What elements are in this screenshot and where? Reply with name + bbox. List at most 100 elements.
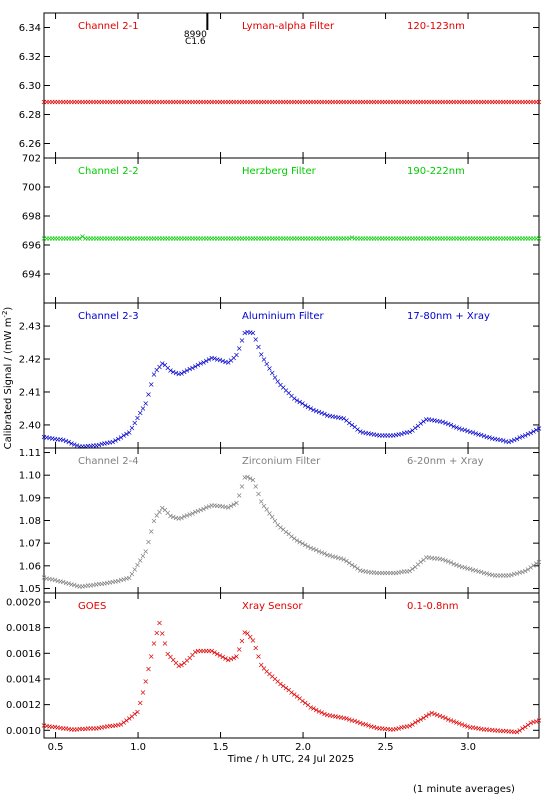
- data-point-2-173: ×: [516, 234, 523, 243]
- data-point-5-53: ×: [186, 653, 193, 662]
- data-point-4-77: ×: [252, 482, 259, 491]
- y-tick-label-1-2: 6.30: [19, 81, 41, 92]
- data-point-4-127: ×: [390, 569, 397, 578]
- data-point-4-174: ×: [519, 567, 526, 576]
- data-point-1-43: ×: [159, 97, 166, 106]
- data-point-5-9: ×: [65, 725, 72, 734]
- data-point-4-161: ×: [483, 569, 490, 578]
- data-point-5-138: ×: [420, 713, 427, 722]
- data-point-2-27: ×: [115, 234, 122, 243]
- y-tick-label-2-3: 700: [22, 183, 41, 194]
- data-point-3-15: ×: [82, 442, 89, 451]
- data-point-3-150: ×: [453, 423, 460, 432]
- data-point-2-92: ×: [294, 234, 301, 243]
- data-point-5-65: ×: [219, 652, 226, 661]
- data-point-1-39: ×: [148, 97, 155, 106]
- data-point-5-66: ×: [222, 654, 229, 663]
- data-point-5-77: ×: [252, 643, 259, 652]
- data-point-5-99: ×: [313, 706, 320, 715]
- data-point-2-88: ×: [283, 234, 290, 243]
- data-point-3-153: ×: [461, 426, 468, 435]
- data-point-5-12: ×: [74, 725, 81, 734]
- data-point-1-178: ×: [530, 97, 537, 106]
- data-point-1-131: ×: [401, 97, 408, 106]
- data-point-5-79: ×: [258, 660, 265, 669]
- data-point-1-60: ×: [206, 97, 213, 106]
- panel-frame-5: [43, 592, 540, 739]
- data-point-4-28: ×: [118, 576, 125, 585]
- data-point-3-38: ×: [145, 390, 152, 399]
- data-point-3-91: ×: [291, 394, 298, 403]
- footnote: (1 minute averages): [413, 784, 515, 795]
- data-point-5-11: ×: [71, 725, 78, 734]
- data-point-5-86: ×: [277, 679, 284, 688]
- data-point-5-123: ×: [379, 724, 386, 733]
- data-point-2-11: ×: [71, 234, 78, 243]
- data-point-2-158: ×: [475, 234, 482, 243]
- data-point-4-110: ×: [343, 557, 350, 566]
- data-point-3-145: ×: [439, 418, 446, 427]
- data-point-3-22: ×: [101, 439, 108, 448]
- data-point-4-103: ×: [324, 550, 331, 559]
- data-point-1-118: ×: [365, 97, 372, 106]
- data-point-4-104: ×: [327, 551, 334, 560]
- data-point-1-175: ×: [522, 97, 529, 106]
- data-point-1-174: ×: [519, 97, 526, 106]
- data-point-5-165: ×: [494, 726, 501, 735]
- data-point-3-142: ×: [431, 416, 438, 425]
- data-point-4-108: ×: [338, 554, 345, 563]
- data-point-2-35: ×: [137, 234, 144, 243]
- data-point-3-30: ×: [123, 430, 130, 439]
- data-point-1-163: ×: [489, 97, 496, 106]
- data-point-3-34: ×: [134, 414, 141, 423]
- data-point-2-79: ×: [258, 234, 265, 243]
- data-point-3-156: ×: [470, 428, 477, 437]
- data-point-2-167: ×: [500, 234, 507, 243]
- data-point-5-170: ×: [508, 727, 515, 736]
- data-point-1-44: ×: [162, 97, 169, 106]
- data-point-1-140: ×: [426, 97, 433, 106]
- data-point-5-32: ×: [129, 712, 136, 721]
- data-point-5-37: ×: [142, 677, 149, 686]
- data-point-3-16: ×: [85, 442, 92, 451]
- data-point-5-160: ×: [481, 725, 488, 734]
- panel-5-filter: Xray Sensor: [242, 601, 303, 612]
- data-point-4-118: ×: [365, 567, 372, 576]
- data-point-5-148: ×: [448, 716, 455, 725]
- data-point-4-117: ×: [362, 567, 369, 576]
- data-point-1-64: ×: [217, 97, 224, 106]
- data-point-4-35: ×: [137, 556, 144, 565]
- data-point-4-180: ×: [536, 557, 543, 566]
- data-point-2-33: ×: [131, 234, 138, 243]
- data-point-4-89: ×: [285, 530, 292, 539]
- data-point-4-158: ×: [475, 567, 482, 576]
- data-point-4-60: ×: [206, 502, 213, 511]
- data-point-3-10: ×: [68, 439, 75, 448]
- data-point-2-122: ×: [376, 234, 383, 243]
- panel-3-filter: Aluminium Filter: [242, 311, 325, 322]
- data-point-2-152: ×: [459, 234, 466, 243]
- data-point-1-28: ×: [118, 97, 125, 106]
- data-point-2-82: ×: [266, 234, 273, 243]
- data-point-1-165: ×: [494, 97, 501, 106]
- data-point-4-43: ×: [159, 504, 166, 513]
- data-point-1-72: ×: [239, 97, 246, 106]
- data-point-3-31: ×: [126, 428, 133, 437]
- data-point-3-29: ×: [120, 431, 127, 440]
- data-point-1-97: ×: [307, 97, 314, 106]
- x-tick-label-4: 2.5: [378, 742, 394, 753]
- data-point-3-70: ×: [233, 351, 240, 360]
- data-point-3-85: ×: [274, 377, 281, 386]
- data-point-3-177: ×: [527, 428, 534, 437]
- data-point-4-64: ×: [217, 502, 224, 511]
- data-point-5-113: ×: [351, 717, 358, 726]
- data-point-1-24: ×: [107, 97, 114, 106]
- data-point-1-145: ×: [439, 97, 446, 106]
- data-point-3-99: ×: [313, 406, 320, 415]
- data-point-4-8: ×: [63, 578, 70, 587]
- panel-1-filter: Lyman-alpha Filter: [242, 21, 335, 32]
- data-point-4-48: ×: [173, 513, 180, 522]
- data-point-1-180: ×: [536, 97, 543, 106]
- data-point-5-168: ×: [503, 727, 510, 736]
- data-point-1-80: ×: [261, 97, 268, 106]
